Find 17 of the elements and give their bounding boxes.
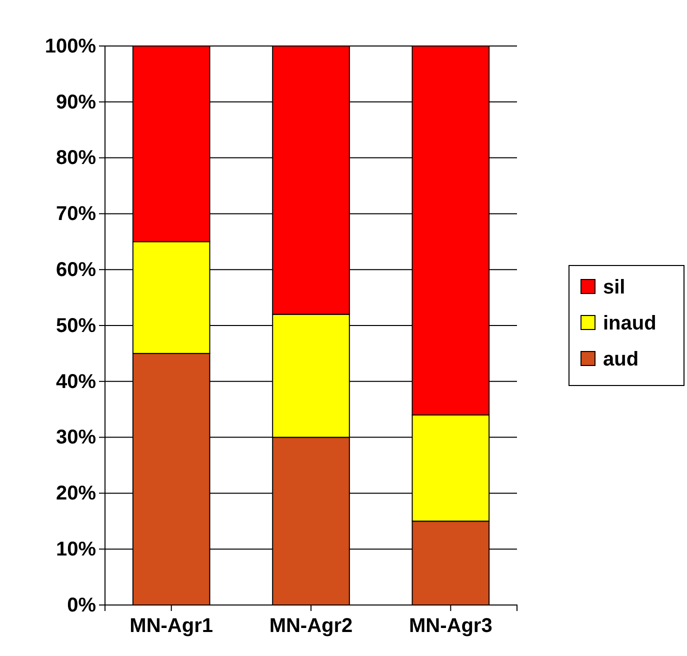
y-tick-label: 30% — [56, 426, 96, 449]
x-tick-label: MN-Agr3 — [408, 615, 492, 637]
y-tick-label: 40% — [56, 370, 96, 393]
y-tick-label: 60% — [56, 259, 96, 281]
y-tick-label: 50% — [56, 314, 96, 337]
y-tick-label: 100% — [44, 35, 96, 58]
y-tick-label: 80% — [56, 147, 96, 170]
y-tick-label: 90% — [56, 91, 96, 114]
legend-label: sil — [603, 276, 626, 298]
legend-label: aud — [603, 348, 639, 370]
y-tick-label: 0% — [67, 594, 96, 616]
y-tick-label: 10% — [56, 538, 96, 560]
y-tick-label: 70% — [56, 203, 96, 226]
x-tick-label: MN-Agr1 — [130, 615, 214, 637]
legend-label: inaud — [603, 312, 656, 334]
y-tick-label: 20% — [56, 482, 96, 505]
x-tick-label: MN-Agr2 — [269, 615, 353, 637]
